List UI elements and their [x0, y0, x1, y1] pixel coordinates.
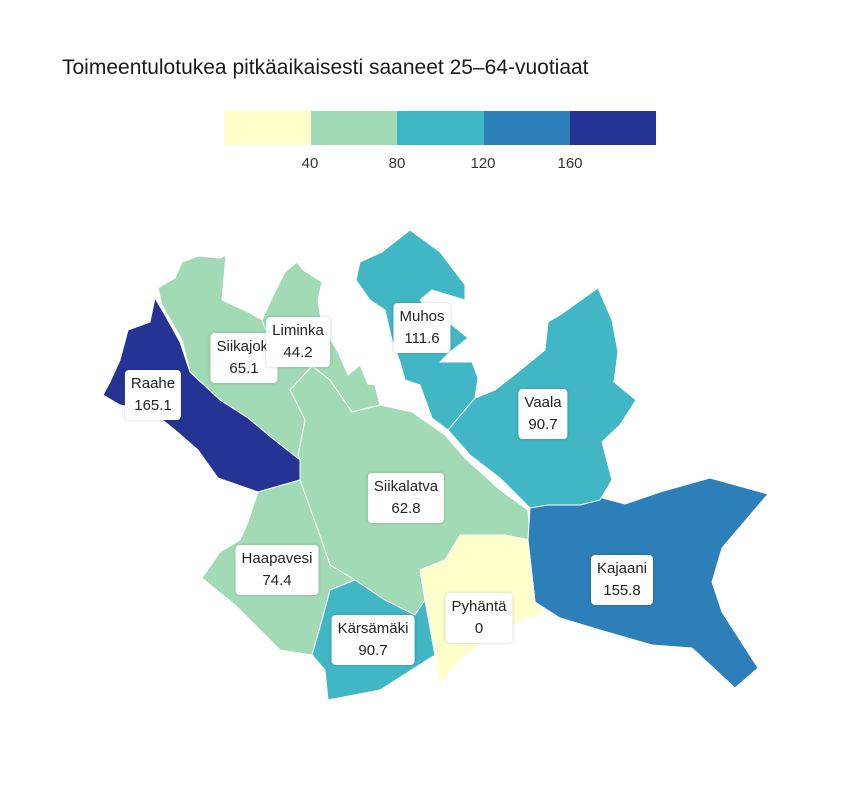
region-raahe[interactable]	[102, 297, 301, 493]
region-value: 62.8	[391, 500, 421, 517]
legend-tick-120: 120	[470, 155, 496, 172]
region-label-vaala: Vaala 90.7	[518, 389, 568, 439]
region-name: Vaala	[524, 394, 562, 411]
region-value: 165.1	[134, 397, 172, 414]
region-name: Haapavesi	[241, 550, 313, 567]
map-title: Toimeentulotukea pitkäaikaisesti saaneet…	[62, 56, 589, 79]
region-value: 74.4	[262, 572, 292, 589]
region-name: Muhos	[399, 308, 445, 325]
region-name: Pyhäntä	[451, 598, 507, 615]
region-value: 65.1	[229, 360, 259, 377]
region-label-haapavesi: Haapavesi 74.4	[235, 545, 319, 595]
region-label-liminka: Liminka 44.2	[266, 317, 330, 367]
region-label-siikalatva: Siikalatva 62.8	[367, 473, 445, 523]
legend-tick-40: 40	[301, 155, 319, 172]
region-value: 155.8	[603, 582, 641, 599]
legend-swatch-3	[484, 111, 570, 145]
region-label-raahe: Raahe 165.1	[124, 370, 182, 420]
legend-tick-80: 80	[388, 155, 406, 172]
region-value: 44.2	[283, 344, 313, 361]
legend-tick-160: 160	[557, 155, 583, 172]
region-value: 0	[474, 620, 484, 637]
region-name: Siikalatva	[373, 478, 439, 495]
legend-swatch-1	[311, 111, 397, 145]
region-label-pyhanta: Pyhäntä 0	[445, 593, 513, 643]
region-label-muhos: Muhos 111.6	[393, 303, 451, 353]
legend-swatch-2	[397, 111, 484, 145]
region-label-kajaani: Kajaani 155.8	[590, 555, 654, 605]
region-name: Siikajoki	[216, 338, 272, 355]
legend-swatch-4	[570, 111, 656, 145]
region-label-karsamaki: Kärsämäki 90.7	[331, 615, 415, 665]
region-value: 90.7	[358, 642, 388, 659]
region-value: 90.7	[528, 416, 558, 433]
legend-swatch-0	[224, 111, 311, 145]
region-value: 111.6	[404, 330, 440, 347]
color-legend: 40 80 120 160	[224, 111, 656, 172]
region-name: Kärsämäki	[337, 620, 409, 637]
region-name: Raahe	[130, 375, 176, 392]
region-name: Kajaani	[596, 560, 648, 577]
region-name: Liminka	[272, 322, 324, 339]
